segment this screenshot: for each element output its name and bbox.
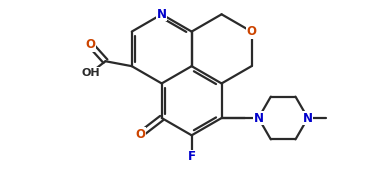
Text: F: F xyxy=(188,150,196,163)
Text: N: N xyxy=(303,112,313,125)
Text: O: O xyxy=(247,25,256,38)
Text: N: N xyxy=(157,8,167,21)
Text: OH: OH xyxy=(81,68,100,78)
Text: N: N xyxy=(253,112,263,125)
Text: O: O xyxy=(86,38,96,51)
Text: O: O xyxy=(135,128,145,141)
